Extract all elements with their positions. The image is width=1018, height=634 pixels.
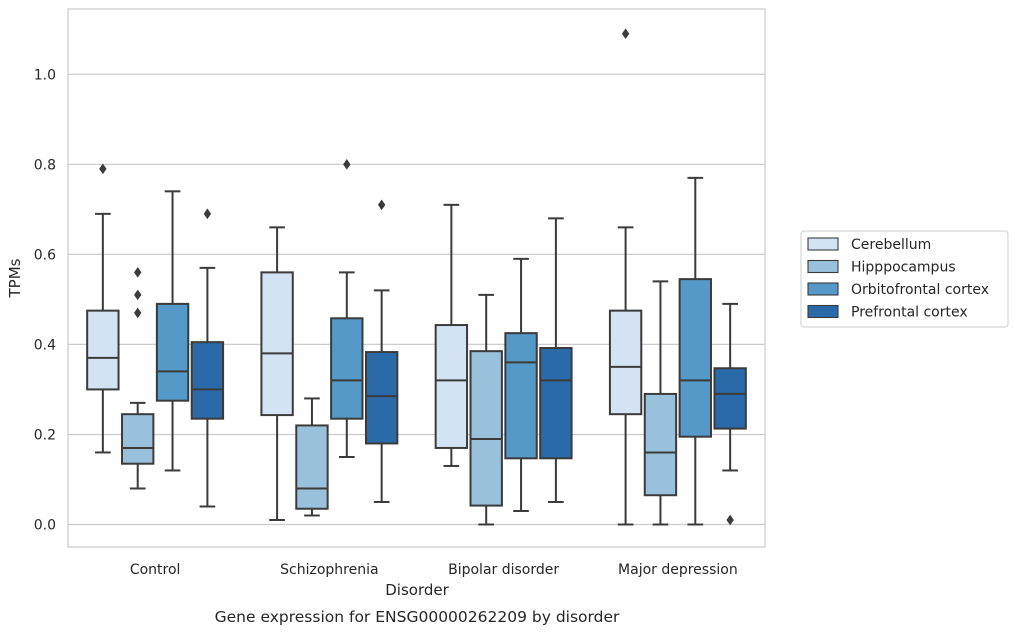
- box-iqr: [643, 392, 678, 497]
- box-hipppocampus: [469, 293, 503, 526]
- outlier-point: [134, 267, 142, 278]
- y-tick-label: 0.6: [34, 247, 56, 263]
- box-hipppocampus: [643, 280, 678, 526]
- x-tick-label: Major depression: [618, 562, 738, 578]
- plot-frame: [67, 8, 766, 548]
- y-axis-title: TPMs: [6, 258, 24, 298]
- y-tick-label: 0.8: [34, 157, 56, 173]
- y-tick-label: 1.0: [34, 67, 56, 83]
- box-prefrontal-cortex: [364, 199, 399, 503]
- legend-label: Orbitofrontal cortex: [851, 282, 989, 298]
- box-hipppocampus: [295, 397, 329, 517]
- outlier-point: [203, 208, 212, 220]
- box-prefrontal-cortex: [713, 302, 747, 526]
- legend-label: Hipppocampus: [851, 260, 956, 276]
- box-plot-series: [86, 28, 747, 526]
- box-iqr: [260, 271, 294, 417]
- legend-label: Cerebellum: [851, 237, 931, 253]
- box-iqr: [713, 367, 747, 430]
- box-orbitofrontal-cortex: [155, 190, 190, 472]
- outlier-point: [99, 163, 107, 175]
- box-prefrontal-cortex: [190, 208, 225, 508]
- y-tick-label: 0.0: [34, 517, 56, 533]
- box-iqr: [364, 351, 399, 445]
- box-iqr: [678, 278, 712, 438]
- box-iqr: [330, 317, 364, 420]
- legend-frame: [800, 230, 1009, 328]
- x-tick-label: Control: [130, 562, 181, 578]
- x-axis-title: Disorder: [385, 581, 449, 599]
- box-cerebellum: [86, 163, 120, 454]
- box-iqr: [608, 309, 643, 416]
- x-tick-label: Bipolar disorder: [448, 562, 559, 578]
- box-iqr: [469, 350, 503, 507]
- legend-swatch: [807, 259, 839, 274]
- legend-swatch: [807, 282, 839, 296]
- legend-items: Cerebellum Hipppocampus Orbitofrontal cort…: [807, 237, 989, 321]
- box-cerebellum: [260, 226, 294, 521]
- x-axis-ticks: Control Schizophrenia Bipolar disorder Majo…: [130, 562, 738, 578]
- box-iqr: [155, 302, 190, 402]
- box-iqr: [539, 347, 573, 460]
- legend-swatch: [807, 237, 839, 251]
- box-iqr: [121, 413, 155, 465]
- box-cerebellum: [434, 203, 469, 467]
- outlier-point: [621, 28, 630, 40]
- box-iqr: [434, 324, 469, 449]
- outlier-point: [134, 307, 142, 319]
- legend-swatch: [807, 304, 839, 319]
- chart-caption: Gene expression for ENSG00000262209 by d…: [215, 608, 620, 626]
- x-tick-label: Schizophrenia: [280, 562, 378, 578]
- outlier-point: [726, 514, 734, 526]
- box-iqr: [190, 341, 225, 420]
- y-axis-ticks: 0.0 0.2 0.4 0.6 0.8 1.0: [34, 67, 56, 533]
- box-orbitofrontal-cortex: [678, 176, 712, 526]
- box-prefrontal-cortex: [539, 217, 573, 503]
- y-tick-label: 0.4: [34, 337, 56, 353]
- box-cerebellum: [608, 28, 643, 526]
- legend-label: Prefrontal cortex: [851, 305, 968, 321]
- box-orbitofrontal-cortex: [504, 257, 538, 512]
- box-hipppocampus: [121, 267, 155, 490]
- box-iqr: [504, 332, 538, 460]
- box-iqr: [295, 424, 329, 510]
- outlier-point: [377, 199, 386, 211]
- legend: Cerebellum Hipppocampus Orbitofrontal cort…: [800, 230, 1009, 328]
- box-iqr: [86, 309, 120, 391]
- box-orbitofrontal-cortex: [330, 159, 364, 458]
- outlier-point: [343, 159, 351, 170]
- outlier-point: [134, 289, 142, 301]
- y-tick-label: 0.2: [34, 427, 56, 443]
